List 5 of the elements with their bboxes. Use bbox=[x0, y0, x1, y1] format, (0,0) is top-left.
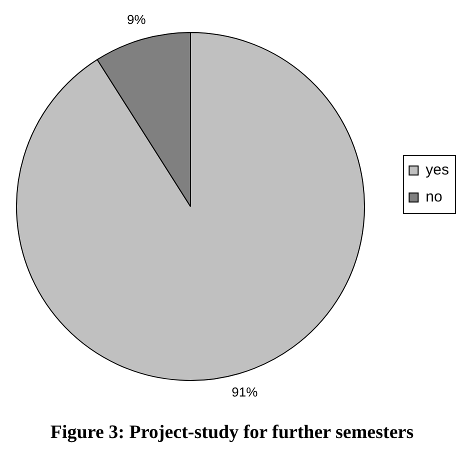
data-label: 91% bbox=[232, 384, 258, 400]
legend-label: yes bbox=[426, 162, 449, 179]
data-label: 9% bbox=[126, 12, 146, 27]
text: Figure 3: Project-study for further semesters bbox=[49, 421, 415, 445]
legend-label: no bbox=[426, 188, 442, 206]
